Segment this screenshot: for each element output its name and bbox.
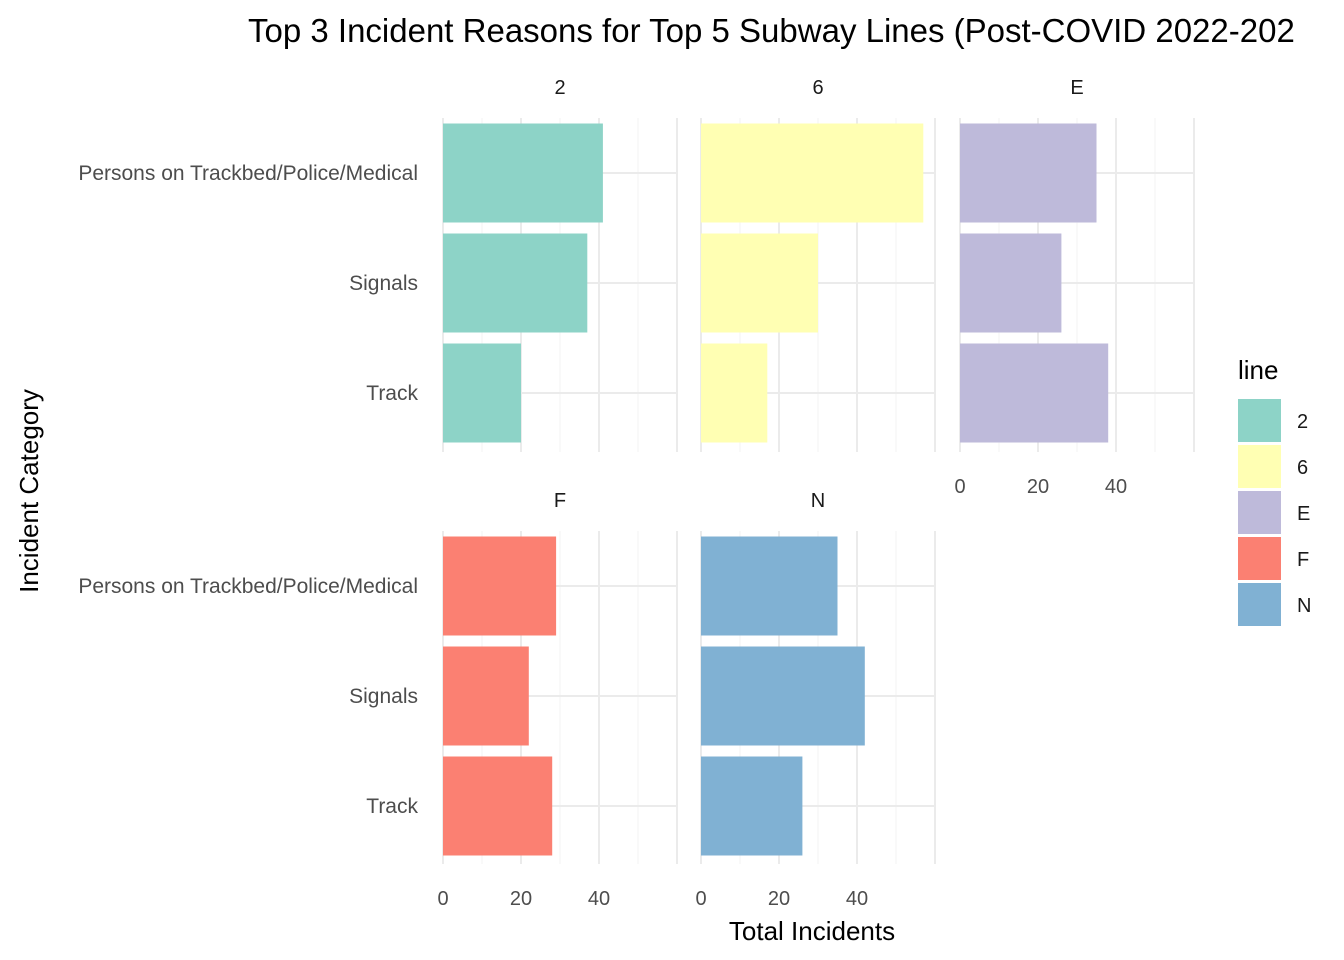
facet-panel-E: E 0 20 40 xyxy=(954,77,1195,498)
bar-2-2 xyxy=(443,233,588,333)
facet-strip-label: 2 xyxy=(554,77,565,99)
x-tick-label: 20 xyxy=(768,888,790,910)
x-axis-title: Total Incidents xyxy=(729,916,895,946)
x-tick-label: 20 xyxy=(1027,476,1049,498)
y-tick-label: Signals xyxy=(349,685,418,708)
legend-label: E xyxy=(1297,503,1310,525)
legend-key-6 xyxy=(1238,445,1281,488)
bar-6-2 xyxy=(701,233,818,333)
legend-key-E xyxy=(1238,491,1281,534)
bar-E-2 xyxy=(960,233,1062,333)
chart-title: Top 3 Incident Reasons for Top 5 Subway … xyxy=(248,12,1295,49)
legend-key-N xyxy=(1238,583,1281,626)
y-tick-label: Track xyxy=(366,382,418,405)
facet-strip-label: 6 xyxy=(812,77,823,99)
bar-E-1 xyxy=(960,123,1097,223)
bar-N-1 xyxy=(701,536,838,636)
facet-strip-label: E xyxy=(1070,77,1083,99)
x-tick-label: 0 xyxy=(695,888,706,910)
facet-strip-label: F xyxy=(554,490,566,512)
y-tick-label: Track xyxy=(366,795,418,818)
x-tick-label: 0 xyxy=(437,888,448,910)
y-tick-label: Persons on Trackbed/Police/Medical xyxy=(78,575,418,598)
facet-strip-label: N xyxy=(811,490,825,512)
y-tick-label: Signals xyxy=(349,272,418,295)
legend-key-F xyxy=(1238,537,1281,580)
x-tick-label: 40 xyxy=(588,888,610,910)
legend-label: N xyxy=(1297,595,1311,617)
legend-label: 6 xyxy=(1297,457,1308,479)
bar-6-1 xyxy=(701,123,924,223)
facet-panel-F: F Persons on Trackbed/Police/Medical Signa… xyxy=(78,490,678,910)
bar-F-3 xyxy=(443,756,553,856)
bar-E-3 xyxy=(960,343,1109,443)
legend-key-2 xyxy=(1238,399,1281,442)
x-tick-label: 0 xyxy=(954,476,965,498)
facet-panel-6: 6 xyxy=(700,77,936,452)
x-tick-label: 40 xyxy=(1105,476,1127,498)
legend-label: 2 xyxy=(1297,411,1308,433)
facet-panel-N: N 0 20 40 xyxy=(695,490,936,910)
y-axis-title: Incident Category xyxy=(14,389,44,593)
legend-title: line xyxy=(1238,355,1278,385)
bar-F-2 xyxy=(443,646,529,746)
bar-6-3 xyxy=(701,343,768,443)
y-tick-label: Persons on Trackbed/Police/Medical xyxy=(78,162,418,185)
bar-N-3 xyxy=(701,756,803,856)
facet-panel-2: 2 Persons on Trackbed/Police/Medical Signa… xyxy=(78,77,678,452)
facet-panels: 2 Persons on Trackbed/Police/Medical Signa… xyxy=(78,77,1195,910)
legend-label: F xyxy=(1297,549,1309,571)
legend: line 2 6 E F N xyxy=(1238,355,1311,626)
x-tick-label: 20 xyxy=(510,888,532,910)
bar-2-1 xyxy=(443,123,603,223)
bar-F-1 xyxy=(443,536,557,636)
bar-2-3 xyxy=(443,343,521,443)
bar-N-2 xyxy=(701,646,865,746)
x-tick-label: 40 xyxy=(846,888,868,910)
